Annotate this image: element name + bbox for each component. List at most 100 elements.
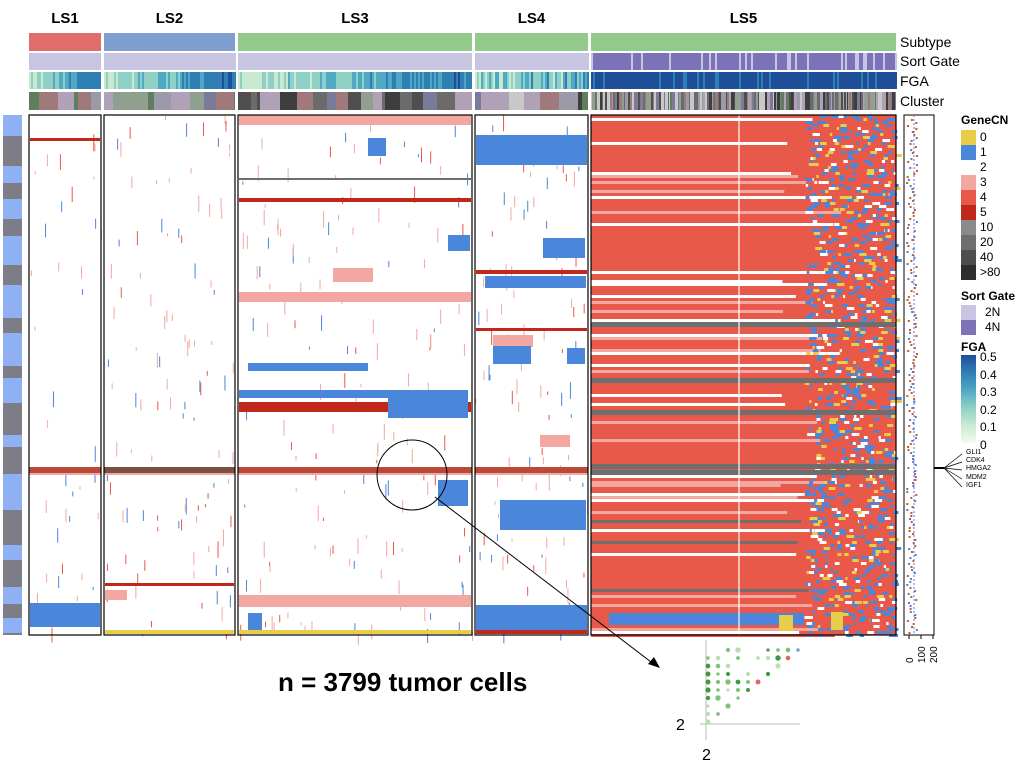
inset-point [706,656,710,660]
genecn-label: 2 [980,160,987,174]
cluster-band-ls3 [238,92,472,110]
genecn-label: 10 [980,220,994,234]
inset-point [776,648,780,652]
inset-point [725,703,731,709]
heatmap-panel-ls4 [475,115,589,644]
panel-border-ls4 [474,114,589,636]
track-label-sort-gate: Sort Gate [900,53,960,69]
inset-point [796,648,800,652]
fga-band-ls2 [104,72,236,89]
cluster-title-ls3: LS3 [341,10,369,27]
inset-point [705,679,711,685]
fga-tick-label: 0.4 [980,367,997,382]
genecn-swatch [961,265,976,280]
inset-point [705,687,711,693]
cluster-band-ls1 [29,92,101,110]
cluster-band-ls5 [591,92,896,110]
inset-point [775,663,781,669]
cluster-band-ls4 [475,92,588,110]
inset-point [705,695,711,701]
heatmap-panel-ls2 [104,115,235,640]
inset-point [765,671,771,677]
sortgate-swatch [961,320,976,335]
inset-point [755,679,761,685]
legend-title-sort-gate: Sort Gate [961,289,1016,303]
cluster-title-ls1: LS1 [51,10,79,27]
sortgate-label: 4N [985,320,1001,334]
genecn-label: 4 [980,190,987,204]
side-axis-tick-label: 100 [917,646,928,663]
side-axis-tick-label: 200 [929,646,940,663]
genecn-swatch [961,175,976,190]
genecn-swatch [961,250,976,265]
inset-point [715,655,721,661]
sortgate-band-ls5 [591,53,897,70]
inset-axis-x-label: 2 [676,717,685,734]
genecn-swatch [961,130,976,145]
genecn-swatch [961,160,976,175]
fga-band-ls5 [591,72,897,89]
inset-point [735,679,741,685]
subtype-band-ls3 [238,33,472,51]
inset-point [716,672,720,676]
gene-bracket [934,453,963,488]
subtype-band-ls1 [29,33,101,51]
inset-point [725,647,731,653]
panel-border-ls5 [590,114,897,636]
cluster-title-ls2: LS2 [155,10,184,27]
gene-label: GLI1 [966,449,982,456]
gene-label: HMGA2 [966,465,991,472]
inset-point [735,687,741,693]
inset-point [785,647,791,653]
panel-border-ls2 [103,114,236,636]
inset-point [726,672,730,676]
inset-point [726,688,730,692]
inset-point [746,688,750,692]
gene-label: CDK4 [966,457,985,464]
genecn-swatch [961,205,976,220]
fga-colorbar [961,355,976,443]
genecn-label: 5 [980,205,987,219]
heatmap-panel-ls3 [238,115,473,646]
inset-point [775,655,781,661]
genecn-label: 40 [980,250,994,264]
row-cluster-bar [3,115,22,635]
cluster-title-ls4: LS4 [517,10,546,27]
fga-tick-label: 0.5 [980,350,997,364]
panel-border-ls1 [28,114,102,636]
genecn-label: 1 [980,145,987,159]
inset-axis-y-label: 2 [702,747,711,764]
zoom-arrow-line [434,496,656,666]
cluster-title-ls5: LS5 [729,10,758,27]
inset-point [706,704,710,708]
fga-band-ls3 [238,72,472,89]
inset-point [716,712,720,716]
subtype-band-ls5 [591,33,896,51]
side-profile-panel: 0 100 200 [903,114,940,663]
inset-point [766,648,770,652]
inset-point [715,679,721,685]
inset-point [705,663,711,669]
genecn-swatch [961,190,976,205]
zoom-circle [376,439,448,511]
cluster-band-ls2 [104,92,235,110]
track-label-cluster: Cluster [900,93,945,109]
sortgate-band-ls1 [29,53,101,70]
inset-point [715,695,721,701]
inset-point [716,688,720,692]
fga-band-ls4 [475,72,589,89]
fga-tick-label: 0 [980,437,987,452]
heatmap-panel-ls5 [591,115,903,637]
inset-point [725,663,731,669]
track-label-fga: FGA [900,73,929,89]
inset-point [735,647,741,653]
sortgate-band-ls2 [104,53,236,70]
side-axis-tick-label: 0 [905,657,916,663]
sortgate-label: 2N [985,305,1001,319]
heatmap-panel-ls1 [29,115,102,643]
subtype-band-ls2 [104,33,235,51]
cell-count-annotation: n = 3799 tumor cells [278,667,528,697]
inset-point [736,696,740,700]
inset-point [756,656,760,660]
